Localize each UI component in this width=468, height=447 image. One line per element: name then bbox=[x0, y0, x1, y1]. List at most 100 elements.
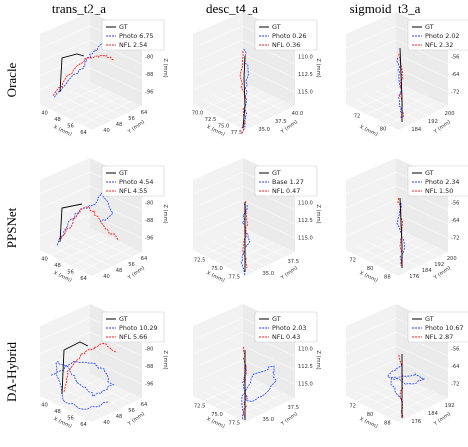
y-tick-label: 48 bbox=[116, 122, 123, 128]
pane-floor bbox=[193, 82, 295, 130]
grid-line bbox=[242, 67, 296, 93]
legend-entry: GT bbox=[425, 23, 434, 31]
z-tick-label: 112.5 bbox=[298, 364, 313, 370]
grid-line bbox=[50, 378, 101, 402]
z-axis-label: Z (mm) bbox=[315, 350, 321, 369]
y-tick-label: 35.0 bbox=[258, 127, 270, 133]
x-tick-label: 75.0 bbox=[211, 266, 223, 272]
grid-line bbox=[192, 331, 244, 355]
legend-box bbox=[101, 311, 165, 343]
x-tick-label: 64 bbox=[80, 130, 87, 136]
x-tick-label: 70.0 bbox=[192, 110, 204, 116]
y-tick-label: 48 bbox=[116, 268, 123, 274]
grid-line bbox=[192, 359, 244, 383]
pane-left bbox=[346, 304, 396, 396]
pane-left bbox=[193, 12, 243, 104]
y-axis-label: Y (mm) bbox=[279, 265, 299, 281]
grid-line bbox=[345, 359, 397, 383]
y-tick-label: 64 bbox=[141, 110, 148, 116]
x-tick-label: 72.5 bbox=[194, 257, 206, 263]
series-line-photo bbox=[243, 48, 249, 131]
grid-line bbox=[395, 331, 449, 357]
y-tick-label: 184 bbox=[428, 411, 439, 417]
grid-line bbox=[395, 345, 449, 371]
x-tick-label: 64 bbox=[80, 422, 87, 428]
series-line-gt bbox=[61, 341, 89, 395]
grid-line bbox=[242, 331, 296, 357]
series-line-gt bbox=[399, 47, 403, 122]
y-tick-label: 37.5 bbox=[275, 119, 287, 125]
z-tick-label: -96 bbox=[145, 89, 153, 95]
grid-line bbox=[192, 25, 244, 49]
legend-entry: GT bbox=[272, 169, 281, 177]
legend-box bbox=[101, 165, 165, 197]
z-axis-label: Z (mm) bbox=[162, 350, 168, 369]
grid-line bbox=[81, 100, 132, 126]
x-tick-label: 72 bbox=[354, 114, 361, 120]
grid-line bbox=[395, 67, 449, 93]
grid-line bbox=[192, 345, 244, 369]
grid-line bbox=[345, 331, 397, 355]
pane-left bbox=[193, 158, 243, 250]
y-tick-label: 37.5 bbox=[288, 259, 300, 265]
grid-line bbox=[395, 359, 449, 385]
legend-entry: GT bbox=[272, 23, 281, 31]
grid-line bbox=[356, 378, 407, 402]
legend-box bbox=[254, 165, 318, 197]
grid-line bbox=[39, 185, 91, 209]
grid-line bbox=[345, 185, 397, 209]
legend-entry: Photo 4.54 bbox=[119, 178, 154, 186]
x-tick-label: 72 bbox=[349, 257, 356, 263]
grid-line bbox=[385, 232, 439, 258]
y-tick-label: 40 bbox=[103, 420, 110, 426]
z-tick-label: -72 bbox=[451, 381, 459, 387]
series-line-gt bbox=[242, 55, 246, 129]
grid-line bbox=[59, 386, 113, 413]
legend-entry: NFL 1.50 bbox=[425, 187, 453, 195]
y-tick-label: 184 bbox=[422, 268, 433, 274]
series-line-nfl bbox=[60, 206, 119, 241]
grid-line bbox=[213, 91, 264, 115]
grid-line bbox=[89, 359, 143, 385]
grid-line bbox=[192, 39, 244, 63]
grid-line bbox=[192, 199, 244, 223]
legend-box bbox=[254, 311, 318, 343]
legend-entry: Base 1.27 bbox=[272, 178, 304, 186]
grid-line bbox=[202, 391, 256, 418]
grid-line bbox=[345, 25, 397, 49]
x-tick-label: 48 bbox=[54, 117, 61, 123]
y-tick-label: 64 bbox=[141, 402, 148, 408]
x-axis-label: X (mm) bbox=[358, 124, 378, 138]
pane-floor bbox=[346, 228, 448, 276]
grid-line bbox=[39, 359, 91, 383]
grid-line bbox=[242, 199, 296, 225]
x-tick-label: 72 bbox=[349, 403, 356, 409]
grid-line bbox=[395, 53, 449, 79]
series-line-photo bbox=[386, 363, 426, 403]
grid-line bbox=[387, 246, 438, 272]
legend-entry: GT bbox=[119, 23, 128, 31]
y-axis-label: Y (mm) bbox=[279, 411, 299, 427]
grid-line bbox=[356, 86, 407, 110]
legend-entry: GT bbox=[119, 169, 128, 177]
y-tick-label: 56 bbox=[128, 408, 135, 414]
pane-floor bbox=[346, 374, 448, 422]
legend-entry: Photo 10.67 bbox=[425, 324, 464, 332]
grid-line bbox=[242, 213, 296, 239]
grid-line bbox=[49, 99, 103, 126]
grid-line bbox=[89, 53, 143, 79]
grid-line bbox=[60, 383, 111, 407]
grid-line bbox=[39, 317, 91, 341]
legend-box bbox=[407, 19, 468, 51]
series-line-photo bbox=[56, 192, 114, 246]
z-tick-label: -56 bbox=[451, 346, 459, 352]
pane-floor bbox=[40, 374, 142, 422]
grid-line bbox=[69, 90, 123, 116]
z-tick-label: 115.0 bbox=[298, 235, 313, 241]
y-tick-label: 37.5 bbox=[288, 405, 300, 411]
series-line-photo bbox=[50, 360, 115, 410]
